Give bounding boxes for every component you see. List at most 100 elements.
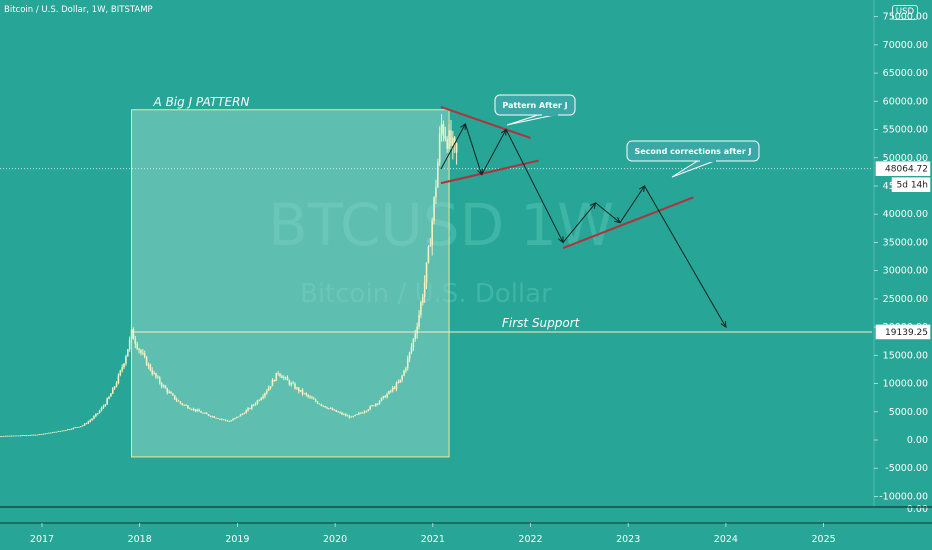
candle-body <box>322 405 325 407</box>
drawings[interactable]: First Support Pattern After J Second corre… <box>0 94 872 333</box>
candle-body <box>140 350 142 353</box>
candle-body <box>329 408 332 410</box>
support-price-badge[interactable]: 19139.25 <box>875 324 931 340</box>
projection-segment[interactable] <box>481 129 507 175</box>
candle-body <box>18 435 20 437</box>
callout-second-corrections-text: Second corrections after J <box>634 147 751 156</box>
candle-body <box>399 379 402 383</box>
candle-body <box>21 435 24 437</box>
projection-segment[interactable] <box>505 129 564 243</box>
candle-body <box>166 388 169 393</box>
j-pattern-rectangle[interactable] <box>131 109 450 458</box>
candle-body <box>388 390 390 395</box>
candle-body <box>232 418 234 421</box>
candle-body <box>76 427 78 428</box>
candle-body <box>83 423 86 426</box>
candle-body <box>247 408 249 411</box>
candle-body <box>119 370 122 376</box>
candle-body <box>307 394 309 397</box>
triangle-upper-line[interactable] <box>440 106 531 139</box>
j-pattern-box[interactable]: A Big J PATTERN <box>131 95 450 458</box>
candle-body <box>194 409 197 412</box>
candle-body <box>297 387 300 392</box>
projection-segment[interactable] <box>562 202 597 243</box>
candle-body <box>254 403 257 405</box>
candle-body <box>134 339 137 345</box>
countdown-badge-bg <box>891 177 931 192</box>
currency-button[interactable]: USD <box>892 5 918 20</box>
candle-body <box>286 377 289 381</box>
projection-segment[interactable] <box>440 123 466 170</box>
price-tick-label: 35000.00 <box>883 237 928 248</box>
candle-body <box>341 412 343 415</box>
candle-body <box>128 338 131 350</box>
candle-body <box>14 435 16 437</box>
candle-body <box>258 400 261 401</box>
candle-body <box>335 409 338 412</box>
candle-body <box>339 412 341 413</box>
candle-body <box>64 430 67 431</box>
candle-body <box>127 349 129 357</box>
triangle-lower-line[interactable] <box>440 159 539 185</box>
candle-body <box>245 410 247 414</box>
projection-segment[interactable] <box>619 185 645 223</box>
candle-body <box>207 414 210 416</box>
candle-body <box>202 412 204 414</box>
candle-body <box>160 382 163 387</box>
candle-body <box>19 435 22 437</box>
projection-arrowhead <box>720 321 727 329</box>
candle-body <box>414 333 417 339</box>
candle-body <box>288 380 291 385</box>
candle-body <box>211 416 214 418</box>
projection-segment[interactable] <box>595 202 621 224</box>
support-label: First Support <box>502 316 581 330</box>
candle-body <box>192 409 195 410</box>
projection-segment[interactable] <box>464 123 483 175</box>
current-price-badge[interactable]: 48064.72 <box>875 161 931 176</box>
price-tick-label: 5000.00 <box>889 407 928 418</box>
candle-body <box>136 344 138 349</box>
candle-body <box>438 133 441 163</box>
time-tick-label: 2022 <box>518 534 542 545</box>
countdown-badge[interactable]: 5d 14h <box>891 177 931 192</box>
projection-segment[interactable] <box>644 185 727 328</box>
time-tick-label: 2024 <box>714 534 738 545</box>
countdown-badge-text: 5d 14h <box>897 181 928 191</box>
candle-body <box>132 329 135 340</box>
candle-body <box>115 383 118 387</box>
candle-body <box>437 162 439 188</box>
candle-body <box>117 375 120 384</box>
candle-body <box>354 414 356 417</box>
candle-body <box>406 358 409 368</box>
callout-second-corrections[interactable]: Second corrections after J <box>626 140 760 178</box>
candle-body <box>196 409 199 412</box>
time-axis[interactable]: 2017 2018 2019 2020 2021 2022 2023 2024 2025 <box>0 506 932 545</box>
candles <box>0 113 458 438</box>
candle-body <box>378 401 381 404</box>
candle-body <box>110 393 112 397</box>
box-title: A Big J PATTERN <box>153 95 250 109</box>
candle-body <box>145 356 148 366</box>
price-axis[interactable]: 75000.00 70000.00 65000.00 60000.00 55000.00… <box>873 0 931 515</box>
candle-body <box>23 435 26 437</box>
channel-support-line[interactable] <box>562 196 694 250</box>
candle-body <box>106 398 108 405</box>
candle-body <box>108 396 110 399</box>
callout-pattern-after-j[interactable]: Pattern After J <box>494 94 576 126</box>
candle-body <box>269 386 272 388</box>
candle-body <box>57 431 60 432</box>
price-tick-label: 25000.00 <box>883 294 928 305</box>
candle-body <box>130 329 133 339</box>
candle-body <box>49 432 52 434</box>
candle-body <box>314 399 317 402</box>
callout-second-corrections-joint <box>700 158 716 162</box>
time-tick-label: 2021 <box>421 534 445 545</box>
candle-body <box>433 197 435 221</box>
candle-body <box>350 416 353 418</box>
candle-body <box>162 385 165 387</box>
candle-body <box>356 414 358 415</box>
candle-body <box>93 416 95 419</box>
candle-body <box>198 409 200 412</box>
